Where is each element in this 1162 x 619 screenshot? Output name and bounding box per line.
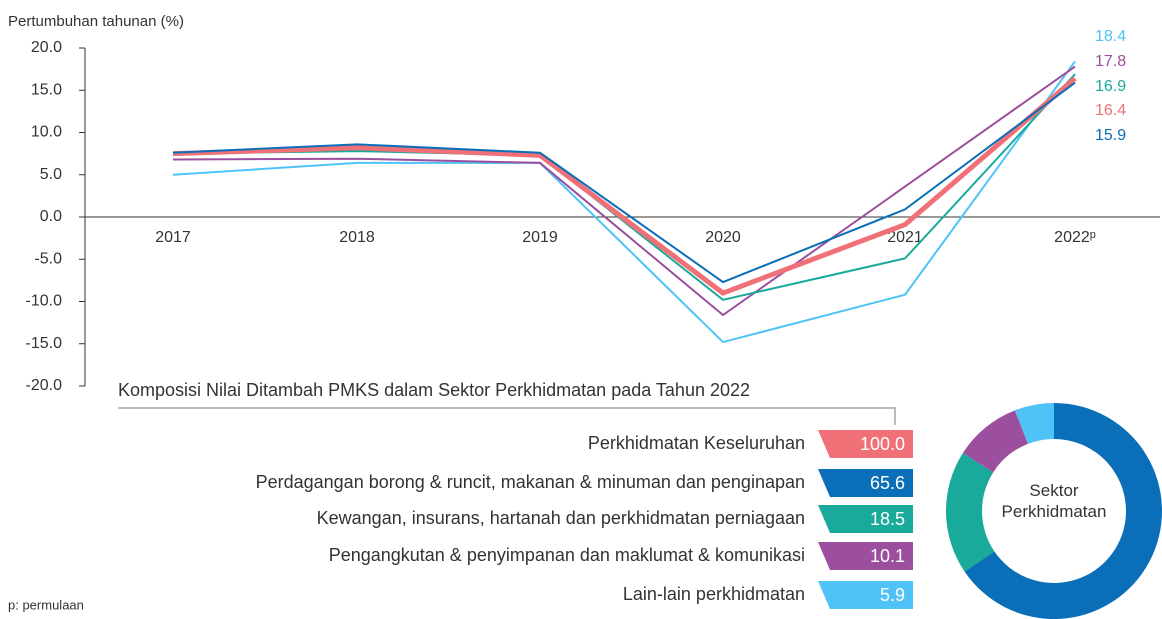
category-label: Kewangan, insurans, hartanah dan perkhid… <box>317 508 805 528</box>
y-tick-label: -15.0 <box>26 335 63 352</box>
total-label: Perkhidmatan Keseluruhan <box>588 433 805 453</box>
value-badge <box>818 469 913 497</box>
value-badge <box>818 505 913 533</box>
donut-segment <box>962 410 1028 473</box>
y-tick-label: 20.0 <box>31 39 62 56</box>
line-series <box>172 60 1076 344</box>
category-label: Lain-lain perkhidmatan <box>623 584 805 604</box>
value-badge <box>818 581 913 609</box>
y-tick-label: 15.0 <box>31 81 62 98</box>
x-tick-label: 2018 <box>339 229 375 246</box>
line-series <box>172 76 1077 296</box>
x-tick-label: 2019 <box>522 229 558 246</box>
x-tick-label: 2017 <box>155 229 191 246</box>
value-label: 10.1 <box>870 546 905 566</box>
end-value-label: 16.9 <box>1095 78 1126 95</box>
x-tick-label: 2022ᵖ <box>1054 229 1096 246</box>
end-value-label: 15.9 <box>1095 127 1126 144</box>
total-badge <box>818 430 913 458</box>
y-tick-label: 5.0 <box>40 166 62 183</box>
value-label: 65.6 <box>870 473 905 493</box>
end-value-label: 17.8 <box>1095 53 1126 70</box>
category-label: Perdagangan borong & runcit, makanan & m… <box>256 472 805 492</box>
value-label: 100.0 <box>860 434 905 454</box>
donut-center-label: Sektor Perkhidmatan <box>1001 481 1107 521</box>
x-tick-label: 2020 <box>705 229 741 246</box>
footnote: p: permulaan <box>8 597 84 612</box>
line-series <box>172 81 1076 284</box>
y-tick-label: -10.0 <box>26 293 63 310</box>
end-value-label: 18.4 <box>1095 28 1126 45</box>
y-tick-label: 0.0 <box>40 208 62 225</box>
category-label: Pengangkutan & penyimpanan dan maklumat … <box>329 545 805 565</box>
line-series <box>172 65 1076 317</box>
line-series <box>172 73 1076 301</box>
y-tick-label: -20.0 <box>26 377 63 394</box>
value-label: 18.5 <box>870 509 905 529</box>
donut-segment <box>946 453 995 572</box>
divider <box>118 407 896 425</box>
y-tick-label: -5.0 <box>34 250 62 267</box>
donut-segment <box>964 403 1162 619</box>
y-tick-label: 10.0 <box>31 124 62 141</box>
x-tick-label: 2021 <box>887 229 923 246</box>
donut-title: Komposisi Nilai Ditambah PMKS dalam Sekt… <box>118 380 750 400</box>
value-label: 5.9 <box>880 585 905 605</box>
value-badge <box>818 542 913 570</box>
y-axis-label: Pertumbuhan tahunan (%) <box>8 13 184 30</box>
donut-segment <box>1014 403 1054 444</box>
end-value-label: 16.4 <box>1095 102 1126 119</box>
